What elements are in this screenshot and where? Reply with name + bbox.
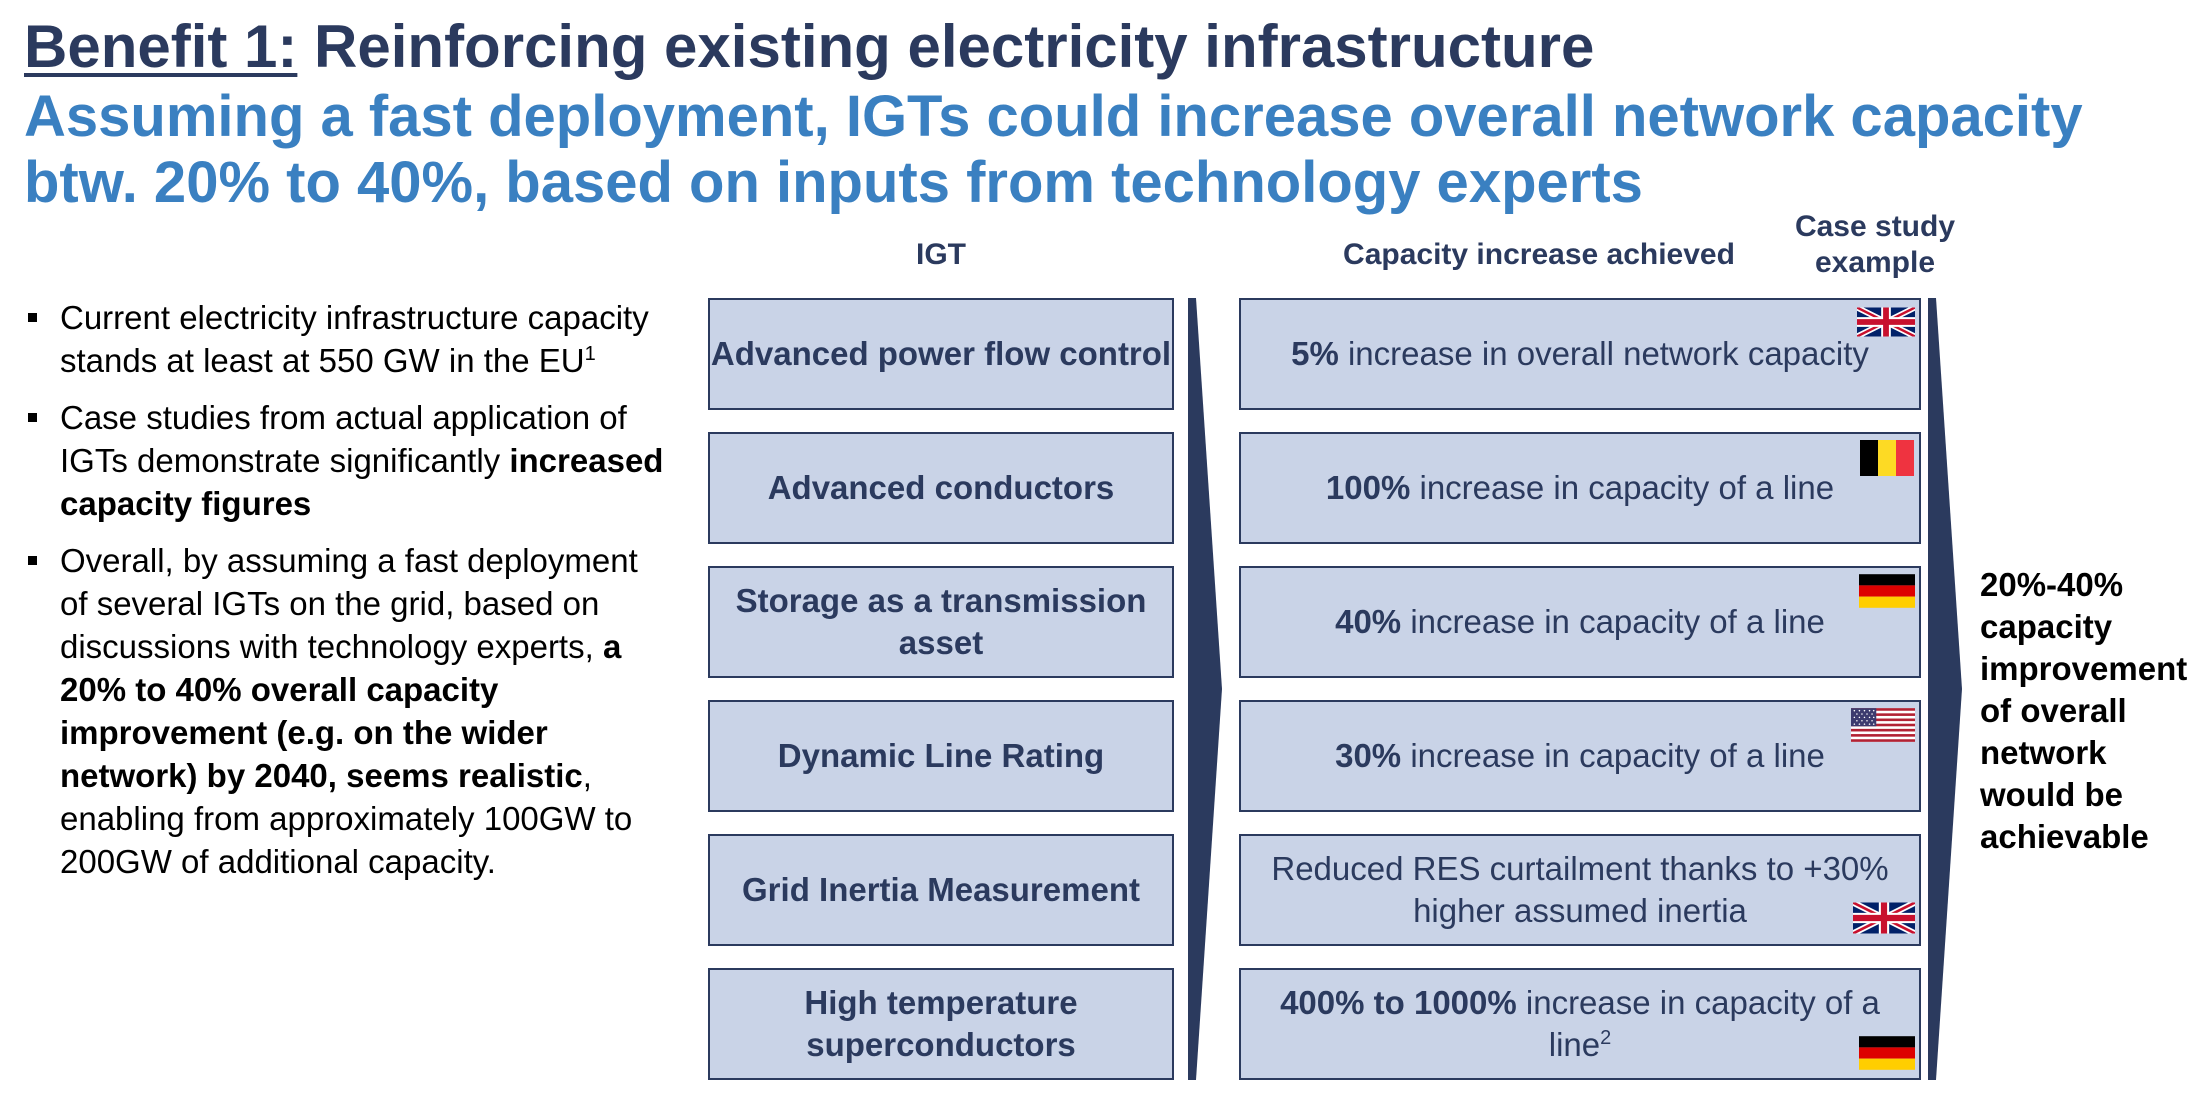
bullet-3-pre: Overall, by assuming a fast deployment o… bbox=[60, 542, 638, 665]
igt-box-storage: Storage as a transmission asset bbox=[708, 566, 1174, 678]
conclusion-text: 20%-40% capacity improvement of overall … bbox=[1980, 566, 2188, 855]
case-study-header-line2: example bbox=[1814, 246, 1936, 279]
title-prefix: Benefit 1: bbox=[24, 13, 298, 80]
footnote-2-marker: 2 bbox=[1600, 1027, 1612, 1049]
capacity-value: 40% bbox=[1335, 603, 1402, 640]
capacity-text: increase in capacity of a line bbox=[1401, 603, 1825, 640]
igt-box-superconductors: High temperature superconductors bbox=[708, 968, 1174, 1080]
capacity-box-storage: 40% increase in capacity of a line bbox=[1239, 566, 1921, 678]
page-title: Benefit 1: Reinforcing existing electric… bbox=[24, 14, 2184, 80]
page-subtitle: Assuming a fast deployment, IGTs could i… bbox=[24, 84, 2083, 215]
bullet-infrastructure-capacity: Current electricity infrastructure capac… bbox=[24, 296, 664, 382]
uk-flag-icon bbox=[1857, 306, 1915, 338]
capacity-box-grid-inertia: Reduced RES curtailment thanks to +30% h… bbox=[1239, 834, 1921, 946]
bullet-case-studies: Case studies from actual application of … bbox=[24, 396, 664, 525]
igt-box-advanced-conductors: Advanced conductors bbox=[708, 432, 1174, 544]
capacity-value: 400% to 1000% bbox=[1280, 984, 1517, 1021]
igt-column-header: IGT bbox=[916, 238, 966, 271]
capacity-box-advanced-conductors: 100% increase in capacity of a line bbox=[1239, 432, 1921, 544]
capacity-text: increase in capacity of a line bbox=[1401, 737, 1825, 774]
capacity-text: increase in capacity of a line bbox=[1516, 984, 1880, 1063]
bullet-1-text: Current electricity infrastructure capac… bbox=[60, 299, 649, 379]
uk-flag-icon bbox=[1853, 900, 1915, 936]
capacity-column-header: Capacity increase achieved bbox=[1343, 238, 1735, 271]
belgium-flag-icon bbox=[1859, 440, 1915, 476]
case-study-header-line1: Case study bbox=[1794, 210, 1956, 243]
bullet-2-bold: increased capacity figures bbox=[60, 442, 664, 522]
bullet-list: Current electricity infrastructure capac… bbox=[24, 296, 664, 897]
case-study-column-header: Case study example bbox=[1775, 209, 1975, 281]
capacity-value: 100% bbox=[1325, 469, 1411, 506]
chevron-arrow-2 bbox=[1928, 298, 1962, 1080]
capacity-text: Reduced RES curtailment thanks to +30% h… bbox=[1271, 850, 1889, 929]
igt-box-advanced-power-flow: Advanced power flow control bbox=[708, 298, 1174, 410]
igt-box-dynamic-line-rating: Dynamic Line Rating bbox=[708, 700, 1174, 812]
capacity-value: 30% bbox=[1335, 737, 1402, 774]
capacity-text: increase in overall network capacity bbox=[1338, 335, 1869, 372]
bullet-2-text: Case studies from actual application of … bbox=[60, 399, 627, 479]
capacity-value: 5% bbox=[1291, 335, 1339, 372]
germany-flag-icon bbox=[1859, 1036, 1915, 1070]
footnote-1-marker: 1 bbox=[584, 343, 596, 365]
germany-flag-icon bbox=[1859, 574, 1915, 608]
bullet-overall-improvement: Overall, by assuming a fast deployment o… bbox=[24, 539, 664, 883]
bullet-3-bold: a 20% to 40% overall capacity improvemen… bbox=[60, 628, 622, 794]
capacity-box-dynamic-line-rating: 30% increase in capacity of a line bbox=[1239, 700, 1921, 812]
capacity-box-advanced-power-flow: 5% increase in overall network capacity bbox=[1239, 298, 1921, 410]
capacity-text: increase in capacity of a line bbox=[1410, 469, 1835, 506]
title-text: Reinforcing existing electricity infrast… bbox=[314, 13, 1595, 80]
bullet-3-post: , enabling from approximately 100GW to 2… bbox=[60, 757, 633, 880]
usa-flag-icon bbox=[1851, 708, 1915, 742]
chevron-arrow-1 bbox=[1188, 298, 1222, 1080]
igt-box-grid-inertia: Grid Inertia Measurement bbox=[708, 834, 1174, 946]
capacity-box-superconductors: 400% to 1000% increase in capacity of a … bbox=[1239, 968, 1921, 1080]
